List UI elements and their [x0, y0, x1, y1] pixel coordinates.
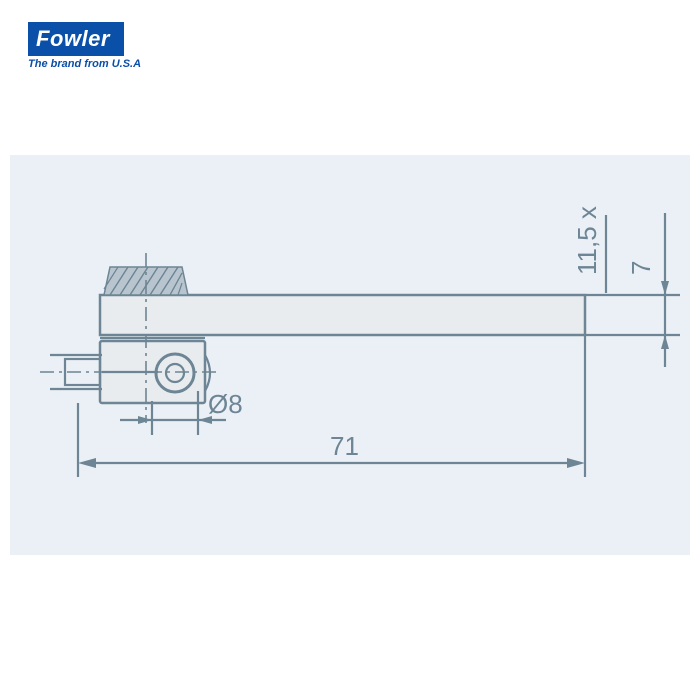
- dim-thickness: 7: [626, 261, 656, 275]
- dim-hole-diameter: Ø8: [208, 389, 243, 419]
- brand-tagline: The brand from U.S.A: [28, 58, 141, 70]
- technical-diagram: 71 Ø8 7 11,5 x: [10, 155, 690, 555]
- dim-bar-width: 11,5 x: [572, 206, 602, 275]
- brand-logo-area: Fowler The brand from U.S.A: [28, 22, 141, 70]
- main-bar: [100, 295, 585, 335]
- dim-length-overall: 71: [330, 431, 359, 461]
- diagram-svg: 71 Ø8 7 11,5 x: [10, 155, 690, 555]
- brand-logo: Fowler: [28, 22, 124, 56]
